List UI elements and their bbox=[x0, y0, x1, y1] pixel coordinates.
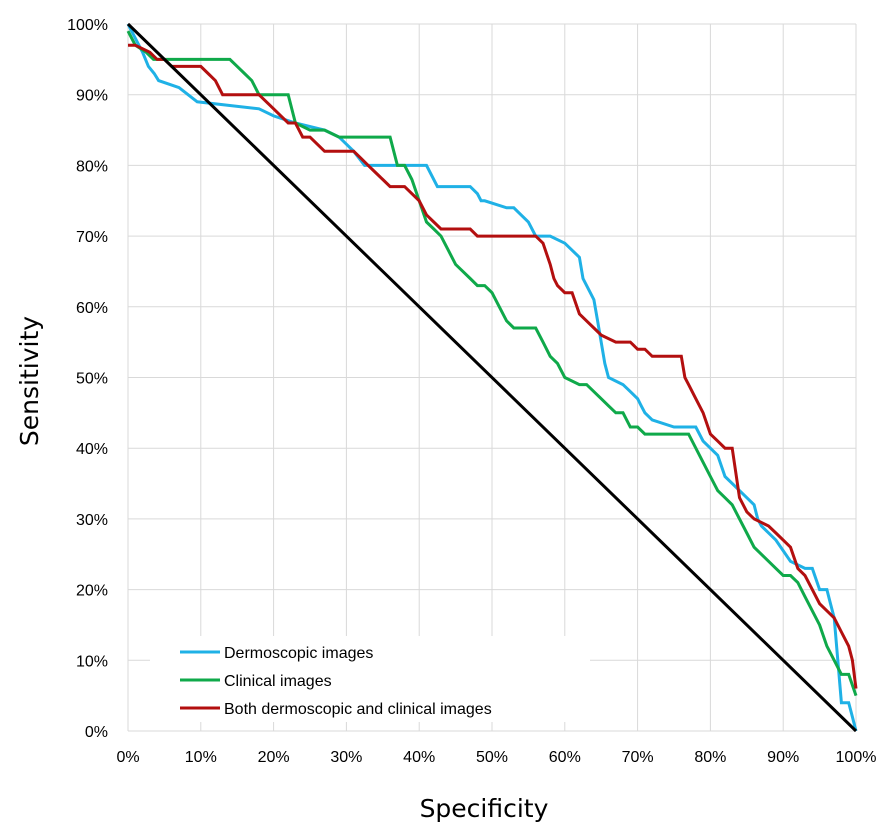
legend-box bbox=[150, 636, 590, 722]
x-tick-label: 50% bbox=[476, 749, 508, 766]
series-lines bbox=[126, 22, 858, 733]
y-tick-label: 100% bbox=[67, 17, 108, 34]
reference-diagonal-line bbox=[126, 22, 858, 733]
y-tick-label: 30% bbox=[76, 512, 108, 529]
y-tick-label: 10% bbox=[76, 653, 108, 670]
y-axis-ticks: 0% 10% 20% 30% 40% 50% 60% 70% 80% 90% 100% bbox=[67, 17, 108, 741]
x-tick-label: 90% bbox=[767, 749, 799, 766]
y-axis-title: Sensitivity bbox=[15, 316, 44, 446]
x-tick-label: 70% bbox=[622, 749, 654, 766]
x-axis-ticks: 0% 10% 20% 30% 40% 50% 60% 70% 80% 90% 100% bbox=[116, 749, 876, 766]
legend: Dermoscopic images Clinical images Both … bbox=[150, 636, 590, 722]
y-tick-label: 50% bbox=[76, 371, 108, 388]
x-tick-label: 80% bbox=[694, 749, 726, 766]
x-tick-label: 60% bbox=[549, 749, 581, 766]
x-tick-label: 40% bbox=[403, 749, 435, 766]
y-tick-label: 70% bbox=[76, 229, 108, 246]
y-tick-label: 80% bbox=[76, 158, 108, 175]
legend-label-dermoscopic: Dermoscopic images bbox=[224, 645, 373, 662]
legend-label-both: Both dermoscopic and clinical images bbox=[224, 701, 492, 718]
y-tick-label: 90% bbox=[76, 88, 108, 105]
y-tick-label: 40% bbox=[76, 441, 108, 458]
series-line-clinical bbox=[126, 30, 858, 697]
x-tick-label: 100% bbox=[836, 749, 877, 766]
y-tick-label: 60% bbox=[76, 300, 108, 317]
series-line-both bbox=[128, 43, 858, 689]
legend-label-clinical: Clinical images bbox=[224, 673, 332, 690]
y-tick-label: 20% bbox=[76, 583, 108, 600]
x-axis-title: Specificity bbox=[420, 794, 549, 823]
x-tick-label: 20% bbox=[258, 749, 290, 766]
x-tick-label: 30% bbox=[330, 749, 362, 766]
x-tick-label: 10% bbox=[185, 749, 217, 766]
y-tick-label: 0% bbox=[85, 724, 108, 741]
x-tick-label: 0% bbox=[116, 749, 139, 766]
